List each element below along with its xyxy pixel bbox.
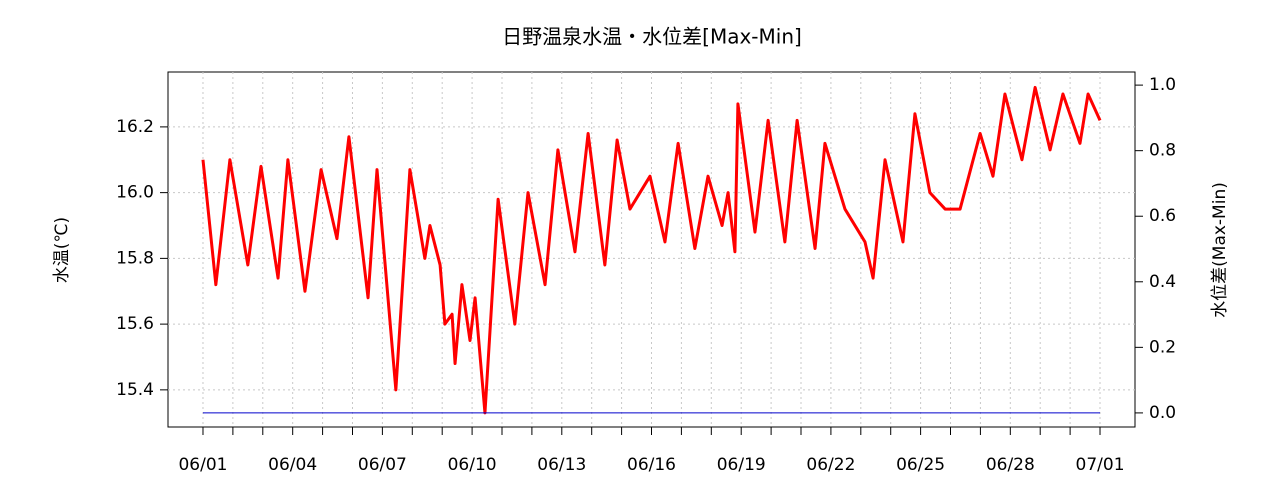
y2-tick-label: 0.0 (1149, 403, 1176, 423)
y-tick-label: 15.6 (116, 314, 154, 334)
chart-title: 日野温泉水温・水位差[Max-Min] (502, 25, 802, 49)
x-tick-label: 06/19 (717, 455, 766, 475)
x-tick-label: 06/28 (986, 455, 1035, 475)
y2-tick-label: 0.2 (1149, 337, 1176, 357)
y-tick-label: 15.4 (116, 380, 154, 400)
y2-axis-label: 水位差(Max-Min) (1210, 182, 1230, 318)
y-tick-label: 16.2 (116, 117, 154, 137)
y2-tick-label: 1.0 (1149, 75, 1176, 95)
x-tick-label: 06/22 (806, 455, 855, 475)
x-tick-label: 06/10 (448, 455, 497, 475)
y2-tick-label: 0.6 (1149, 206, 1176, 226)
y-tick-label: 15.8 (116, 248, 154, 268)
y2-tick-label: 0.4 (1149, 272, 1176, 292)
y-axis-label: 水温(℃) (52, 217, 72, 283)
x-tick-label: 06/13 (537, 455, 586, 475)
x-tick-label: 06/04 (268, 455, 317, 475)
y-tick-label: 16.0 (116, 183, 154, 203)
data-line (201, 85, 1102, 415)
y2-tick-label: 0.8 (1149, 141, 1176, 161)
x-tick-label: 06/25 (896, 455, 945, 475)
x-tick-label: 07/01 (1076, 455, 1125, 475)
x-tick-label: 06/01 (178, 455, 227, 475)
x-tick-label: 06/07 (358, 455, 407, 475)
x-tick-label: 06/16 (627, 455, 676, 475)
